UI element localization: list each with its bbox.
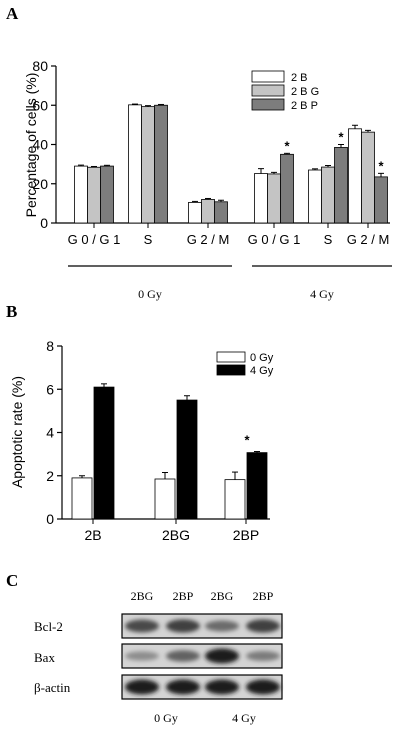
blot-group-label: 4 Gy — [232, 711, 256, 725]
x-tick-label: G 2 / M — [347, 232, 390, 247]
bar — [87, 166, 101, 224]
x-tick-label: 2BG — [162, 527, 190, 543]
bar — [361, 131, 375, 224]
bar — [188, 201, 202, 224]
legend-swatch — [216, 364, 246, 376]
chart-a-legend: 2 B 2 B G 2 B P — [251, 70, 319, 112]
bar — [74, 165, 88, 224]
panel-c-label: C — [6, 571, 18, 590]
lane-label: 2BP — [253, 589, 274, 603]
x-tick-label: 2B — [84, 527, 101, 543]
bar — [128, 104, 142, 224]
significance-mark: * — [244, 433, 250, 448]
chart-a-y-axis-label: Percentage of cells (%) — [23, 73, 39, 218]
x-tick-label: S — [144, 232, 153, 247]
legend-swatch — [251, 98, 285, 111]
bar — [154, 478, 176, 520]
bar — [141, 106, 155, 224]
bar — [334, 147, 348, 224]
bar — [280, 153, 294, 224]
significance-mark: * — [284, 138, 290, 153]
y-tick-label: 4 — [46, 425, 54, 441]
significance-mark: * — [378, 158, 384, 173]
y-tick-label: 8 — [46, 338, 54, 354]
significance-mark: * — [338, 130, 344, 145]
bar — [176, 399, 198, 520]
blot-band — [205, 620, 239, 632]
y-tick-label: 6 — [46, 381, 54, 397]
lane-label: 2BG — [131, 589, 154, 603]
legend-swatch — [251, 84, 285, 97]
x-tick-label: 2BP — [233, 527, 259, 543]
y-tick-label: 20 — [32, 176, 48, 192]
bar — [348, 128, 362, 224]
legend-label: 2 B G — [291, 86, 319, 98]
bar — [154, 104, 168, 224]
bar — [214, 201, 228, 224]
lane-label: 2BG — [211, 589, 234, 603]
y-tick-label: 2 — [46, 468, 54, 484]
blot-band — [166, 679, 200, 695]
y-tick-label: 60 — [32, 97, 48, 113]
bar — [321, 166, 335, 224]
group-label: 0 Gy — [138, 287, 162, 301]
blot-band — [125, 651, 159, 661]
lane-label: 2BP — [173, 589, 194, 603]
legend-swatch — [251, 70, 285, 83]
x-tick-label: S — [324, 232, 333, 247]
bar — [374, 176, 388, 224]
blot-row-label: Bax — [34, 650, 55, 665]
bar — [267, 173, 281, 224]
blot-band — [125, 619, 159, 633]
bar — [308, 169, 322, 224]
bar — [71, 477, 93, 520]
blot-band — [246, 679, 280, 695]
blot-band — [166, 619, 200, 633]
blot-band — [125, 679, 159, 695]
bar — [201, 199, 215, 224]
chart-b-legend: 0 Gy4 Gy — [216, 351, 274, 377]
x-tick-label: G 0 / G 1 — [248, 232, 301, 247]
bar — [100, 165, 114, 224]
y-tick-label: 40 — [32, 137, 48, 153]
blot-band — [246, 619, 280, 633]
y-tick-label: 0 — [46, 511, 54, 527]
bar — [224, 479, 246, 520]
legend-label: 2 B — [291, 72, 308, 84]
chart-b-y-axis-label: Apoptotic rate (%) — [9, 376, 25, 488]
bar — [254, 173, 268, 224]
chart-b-bars: * — [71, 383, 268, 520]
blot-band — [205, 679, 239, 695]
bar — [246, 452, 268, 520]
blot-band — [205, 648, 239, 664]
x-tick-label: G 2 / M — [187, 232, 230, 247]
x-tick-label: G 0 / G 1 — [68, 232, 121, 247]
legend-label: 0 Gy — [250, 352, 274, 364]
blot-row-label: Bcl-2 — [34, 619, 63, 634]
blot-band — [246, 650, 280, 662]
panel-a-label: A — [6, 4, 19, 23]
y-tick-label: 80 — [32, 58, 48, 74]
bar — [93, 386, 115, 520]
y-tick-label: 0 — [40, 215, 48, 231]
panel-a: A Percentage of cells (%) 0 20 40 60 80 G 0 /… — [6, 4, 392, 301]
blot-row-label: β-actin — [34, 680, 71, 695]
legend-swatch — [216, 351, 246, 363]
chart-a-bars: * * * — [74, 103, 388, 224]
chart-a-axes: 0 20 40 60 80 G 0 / G 1 S G 2 / M G 0 / G 1 S G 2 … — [32, 58, 390, 247]
group-label: 4 Gy — [310, 287, 334, 301]
chart-a-group-labels: 0 Gy 4 Gy — [68, 265, 392, 301]
panel-b-label: B — [6, 302, 17, 321]
western-blot: 2BG 2BP 2BG 2BP Bcl-2 Bax β-actin 0 Gy 4 Gy — [34, 589, 283, 725]
panel-b: B Apoptotic rate (%) 0 2 4 6 8 2B 2BG 2BP * 0 G… — [6, 302, 274, 543]
legend-label: 2 B P — [291, 100, 318, 112]
blot-group-label: 0 Gy — [154, 711, 178, 725]
legend-label: 4 Gy — [250, 365, 274, 377]
panel-c: C 2BG 2BP 2BG 2BP Bcl-2 Bax β-actin 0 Gy 4 Gy — [6, 571, 283, 725]
blot-band — [166, 650, 200, 662]
